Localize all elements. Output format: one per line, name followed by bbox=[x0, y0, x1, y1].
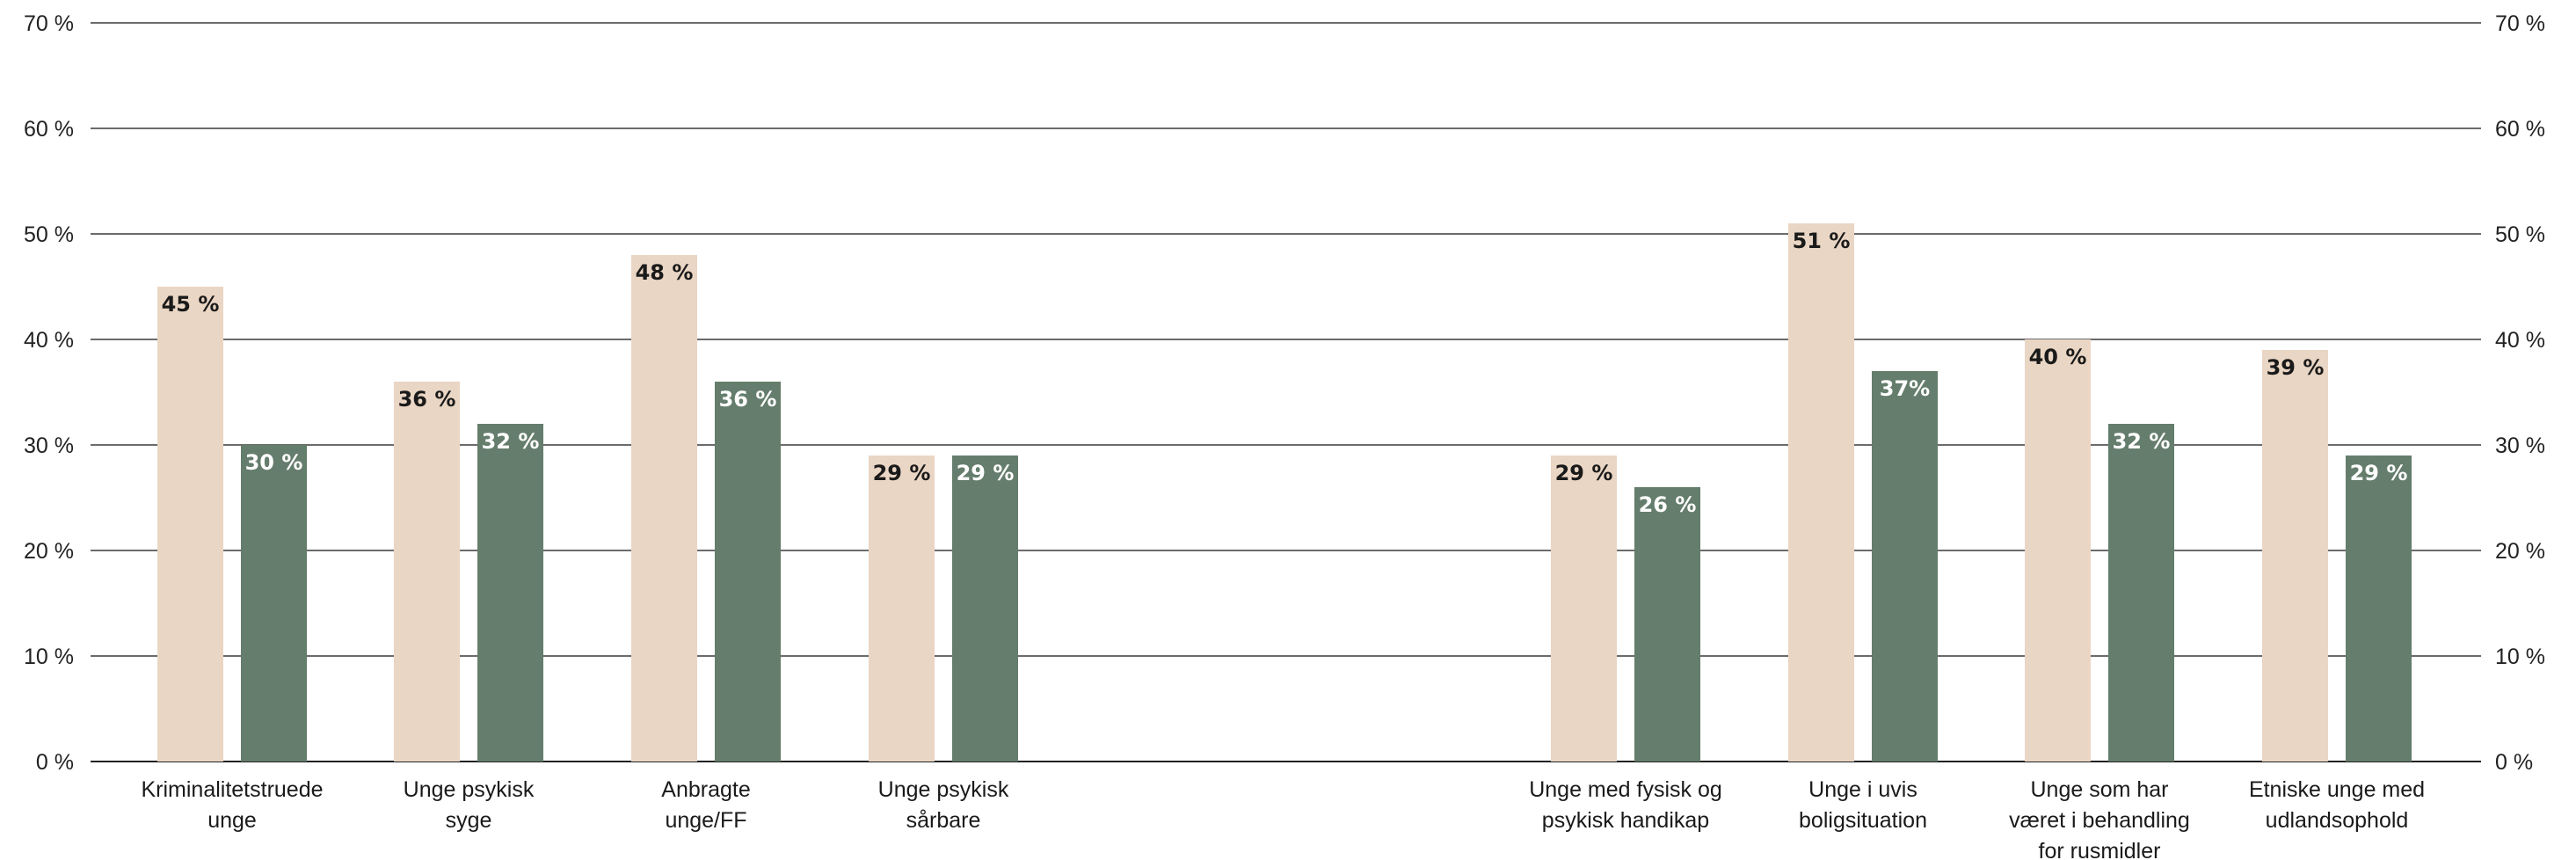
category-label-line: unge/FF bbox=[665, 808, 746, 833]
category-label-line: Unge psykisk bbox=[404, 777, 535, 802]
category-label: Unge med fysisk og psykisk handikap bbox=[1529, 777, 1722, 833]
data-label: 29 % bbox=[873, 461, 931, 485]
y-tick-label-right: 70 % bbox=[2495, 11, 2545, 36]
category-label-line: Etniske unge med bbox=[2249, 777, 2425, 802]
data-label: 30 % bbox=[245, 450, 303, 475]
category-label: Unge som har været i behandling for rusmid… bbox=[2009, 777, 2190, 860]
data-label: 51 % bbox=[1793, 229, 1851, 253]
bar bbox=[241, 445, 307, 762]
data-label: 29 % bbox=[957, 461, 1015, 485]
y-tick-label-left: 70 % bbox=[24, 11, 74, 36]
bar bbox=[1551, 456, 1617, 762]
y-tick-label-left: 60 % bbox=[24, 117, 74, 142]
bar bbox=[2025, 339, 2091, 762]
category-label-line: syge bbox=[446, 808, 492, 833]
bar bbox=[1872, 371, 1938, 762]
category-label: Unge i uvis boligsituation bbox=[1799, 777, 1927, 833]
y-tick-label-right: 10 % bbox=[2495, 645, 2545, 669]
category-label-line: sårbare bbox=[906, 808, 981, 833]
y-tick-label-right: 20 % bbox=[2495, 539, 2545, 564]
y-tick-label-right: 30 % bbox=[2495, 434, 2545, 458]
data-label: 37% bbox=[1880, 376, 1930, 401]
y-tick-label-left: 0 % bbox=[36, 750, 74, 775]
y-tick-label-right: 40 % bbox=[2495, 328, 2545, 353]
category-label-line: udlandsophold bbox=[2266, 808, 2409, 833]
bar bbox=[477, 424, 543, 762]
category-label-line: Unge psykisk bbox=[878, 777, 1009, 802]
data-label: 40 % bbox=[2029, 345, 2087, 369]
bar bbox=[631, 255, 697, 762]
category-label: Etniske unge med udlandsophold bbox=[2249, 777, 2425, 833]
y-tick-label-left: 40 % bbox=[24, 328, 74, 353]
data-label: 32 % bbox=[2113, 429, 2171, 454]
bar bbox=[157, 287, 223, 762]
data-label: 36 % bbox=[719, 387, 777, 412]
category-label: Unge psykisk sårbare bbox=[878, 777, 1009, 833]
y-tick-label-right: 50 % bbox=[2495, 222, 2545, 247]
bar bbox=[715, 382, 781, 762]
category-label-line: for rusmidler bbox=[2039, 839, 2161, 860]
data-label: 29 % bbox=[1555, 461, 1613, 485]
data-label: 45 % bbox=[162, 292, 220, 317]
bar bbox=[2108, 424, 2174, 762]
category-label: Kriminalitetstruede unge bbox=[141, 777, 323, 833]
y-tick-label-right: 60 % bbox=[2495, 117, 2545, 142]
category-label-line: unge bbox=[207, 808, 257, 833]
y-tick-label-left: 10 % bbox=[24, 645, 74, 669]
category-label: Unge psykisk syge bbox=[404, 777, 535, 833]
bar bbox=[1788, 223, 1854, 762]
data-label: 39 % bbox=[2267, 355, 2325, 380]
category-label-line: været i behandling bbox=[2009, 808, 2190, 833]
y-tick-label-left: 50 % bbox=[24, 222, 74, 247]
bar bbox=[1634, 487, 1700, 762]
bar bbox=[2262, 350, 2328, 762]
category-label-line: Unge i uvis bbox=[1808, 777, 1917, 802]
category-label-line: Unge som har bbox=[2030, 777, 2168, 802]
data-label: 26 % bbox=[1639, 492, 1697, 517]
category-label-line: Unge med fysisk og bbox=[1529, 777, 1722, 802]
data-label: 48 % bbox=[636, 260, 694, 285]
category-label-line: boligsituation bbox=[1799, 808, 1927, 833]
bars bbox=[157, 223, 2412, 762]
data-label: 36 % bbox=[398, 387, 456, 412]
y-tick-label-left: 20 % bbox=[24, 539, 74, 564]
y-tick-label-left: 30 % bbox=[24, 434, 74, 458]
bar bbox=[2346, 456, 2412, 762]
bar bbox=[869, 456, 935, 762]
category-label-line: Kriminalitetstruede bbox=[141, 777, 323, 802]
category-label-line: psykisk handikap bbox=[1542, 808, 1709, 833]
labels: 0 % 0 % 10 % 10 % 20 % 20 % 30 % 30 % 40 % 40 % 50… bbox=[24, 11, 2545, 860]
data-label: 32 % bbox=[482, 429, 540, 454]
bar bbox=[952, 456, 1018, 762]
bar bbox=[394, 382, 460, 762]
data-label: 29 % bbox=[2350, 461, 2408, 485]
category-label: Anbragte unge/FF bbox=[661, 777, 750, 833]
y-tick-label-right: 0 % bbox=[2495, 750, 2533, 775]
category-label-line: Anbragte bbox=[661, 777, 750, 802]
